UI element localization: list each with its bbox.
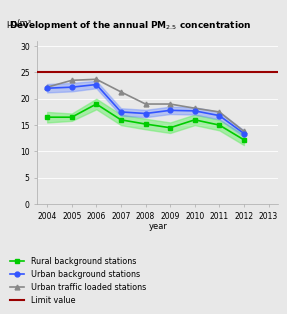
Text: Development of the annual PM$_{2.5}$ concentration: Development of the annual PM$_{2.5}$ con… <box>9 19 251 32</box>
Legend: Rural background stations, Urban background stations, Urban traffic loaded stati: Rural background stations, Urban backgro… <box>10 257 146 305</box>
X-axis label: year: year <box>148 222 167 231</box>
Text: μg/m³: μg/m³ <box>6 19 31 28</box>
